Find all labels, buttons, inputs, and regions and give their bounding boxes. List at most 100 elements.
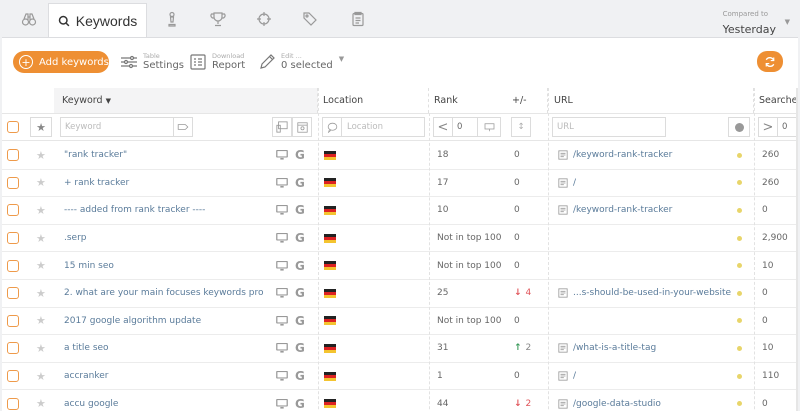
tab-tags[interactable] (288, 0, 332, 37)
row-checkbox[interactable] (7, 149, 19, 162)
column-header-location[interactable]: Location (318, 88, 429, 113)
rank-type-button[interactable] (477, 117, 501, 137)
rank-change: 0 (514, 177, 520, 188)
tab-discover[interactable] (0, 0, 58, 37)
url-cell[interactable]: / (558, 170, 738, 197)
starred-filter-button[interactable]: ★ (30, 117, 52, 137)
download-report-button[interactable]: Download Report (189, 52, 245, 72)
table-row[interactable]: ★ a title seo G 31 ↑ 2 /what-is-a-title-… (2, 335, 798, 363)
tab-rankings[interactable] (196, 0, 240, 37)
row-checkbox[interactable] (7, 370, 19, 383)
keyword-text[interactable]: a title seo (64, 343, 109, 354)
keyword-text[interactable]: "rank tracker" (64, 150, 128, 161)
keyword-text[interactable]: ---- added from rank tracker ---- (64, 205, 206, 216)
search-volume: 260 (762, 177, 780, 188)
url-filter-input[interactable]: URL (552, 117, 666, 137)
table-row[interactable]: ★ 2. what are your main focuses keywords… (2, 280, 798, 308)
star-icon[interactable]: ★ (36, 341, 46, 355)
url-cell[interactable]: /what-is-a-title-tag (558, 335, 738, 362)
table-row[interactable]: ★ 2017 google algorithm update G Not in … (2, 308, 798, 336)
row-checkbox[interactable] (7, 204, 19, 217)
url-cell[interactable] (558, 308, 738, 335)
germany-flag-icon (324, 390, 336, 411)
location-filter-input[interactable]: Location (341, 117, 425, 137)
star-icon[interactable]: ★ (36, 259, 46, 273)
star-icon[interactable]: ★ (36, 148, 46, 162)
table-row[interactable]: ★ accu google G 44 ↓ 2 /google-data-stud… (2, 390, 798, 411)
keyword-text[interactable]: 2. what are your main focuses keywords p… (64, 288, 264, 299)
star-icon[interactable]: ★ (36, 397, 46, 411)
tab-targets[interactable] (242, 0, 286, 37)
url-cell[interactable] (558, 252, 738, 279)
keyword-text[interactable]: accranker (64, 371, 109, 382)
column-header-searches[interactable]: Searche (754, 88, 798, 113)
column-header-keyword[interactable]: Keyword ▼ (54, 88, 318, 113)
vertical-scrollbar[interactable] (796, 88, 798, 411)
tab-competitors[interactable] (150, 0, 194, 37)
rank-change: 0 (514, 315, 520, 326)
keyword-text[interactable]: 15 min seo (64, 260, 114, 271)
column-searches-label: Searche (759, 95, 798, 106)
page-icon (558, 343, 568, 354)
tag-filter-button[interactable] (173, 117, 193, 137)
tab-keywords[interactable]: Keywords (48, 3, 147, 38)
compare-period-select[interactable]: Compared to Yesterday ▼ (723, 10, 790, 37)
url-cell[interactable]: /keyword-rank-tracker (558, 142, 738, 169)
table-row[interactable]: ★ accranker G 1 0 / 110 (2, 363, 798, 391)
germany-flag-icon (324, 142, 336, 169)
star-icon[interactable]: ★ (36, 231, 46, 245)
star-icon[interactable]: ★ (36, 314, 46, 328)
star-icon[interactable]: ★ (36, 176, 46, 190)
keyword-text[interactable]: accu google (64, 398, 119, 409)
row-checkbox[interactable] (7, 397, 19, 410)
keyword-text[interactable]: 2017 google algorithm update (64, 315, 202, 326)
url-cell[interactable]: /google-data-studio (558, 390, 738, 411)
search-engine-filter-button[interactable] (292, 117, 312, 137)
url-status-filter-button[interactable] (728, 117, 750, 137)
tab-keywords-label: Keywords (75, 13, 138, 29)
searches-filter-input[interactable]: 0 (777, 117, 798, 137)
table-settings-small: Table (143, 52, 160, 60)
column-header-url[interactable]: URL (548, 88, 754, 113)
keyword-text[interactable]: + rank tracker (64, 177, 130, 188)
tab-notes[interactable] (336, 0, 380, 37)
row-checkbox[interactable] (7, 314, 19, 327)
table-settings-button[interactable]: Table Settings (120, 52, 184, 72)
url-cell[interactable]: /keyword-rank-tracker (558, 197, 738, 224)
table-row[interactable]: ★ 15 min seo G Not in top 100 0 10 (2, 252, 798, 280)
device-filter-button[interactable] (272, 117, 292, 137)
edit-selected-dropdown[interactable]: Edit ... 0 selected ▼ (258, 52, 344, 72)
url-cell[interactable]: / (558, 363, 738, 390)
star-icon[interactable]: ★ (36, 369, 46, 383)
row-checkbox[interactable] (7, 259, 19, 272)
search-volume: 10 (762, 343, 774, 354)
rank-filter-input[interactable]: 0 (452, 117, 478, 137)
table-row[interactable]: ★ + rank tracker G 17 0 / 260 (2, 170, 798, 198)
searches-operator-button[interactable]: > (758, 117, 778, 137)
keyword-text[interactable]: .serp (64, 233, 87, 244)
row-checkbox[interactable] (7, 287, 19, 300)
url-cell[interactable]: ...s-should-be-used-in-your-website (558, 280, 738, 307)
table-row[interactable]: ★ .serp G Not in top 100 0 2,900 (2, 225, 798, 253)
location-type-button[interactable] (322, 117, 342, 137)
column-header-change[interactable]: +/- (508, 88, 548, 113)
desktop-icon (276, 363, 288, 390)
url-cell[interactable] (558, 225, 738, 252)
keyword-filter-input[interactable]: Keyword (60, 117, 174, 137)
column-header-rank[interactable]: Rank (429, 88, 508, 113)
row-checkbox[interactable] (7, 232, 19, 245)
rank-operator-button[interactable]: < (433, 117, 453, 137)
star-icon[interactable]: ★ (36, 203, 46, 217)
row-checkbox-cell (7, 142, 19, 169)
change-arrow-icon: ↑ (514, 343, 522, 354)
change-sort-button[interactable]: ↕ (511, 117, 531, 137)
add-keywords-button[interactable]: + Add keywords (13, 51, 109, 73)
select-all-checkbox[interactable] (7, 121, 19, 133)
row-checkbox[interactable] (7, 342, 19, 355)
row-checkbox[interactable] (7, 176, 19, 189)
page-icon (558, 205, 568, 216)
refresh-button[interactable] (757, 51, 783, 72)
table-row[interactable]: ★ "rank tracker" G 18 0 /keyword-rank-tr… (2, 142, 798, 170)
table-row[interactable]: ★ ---- added from rank tracker ---- G 10… (2, 197, 798, 225)
star-icon[interactable]: ★ (36, 286, 46, 300)
